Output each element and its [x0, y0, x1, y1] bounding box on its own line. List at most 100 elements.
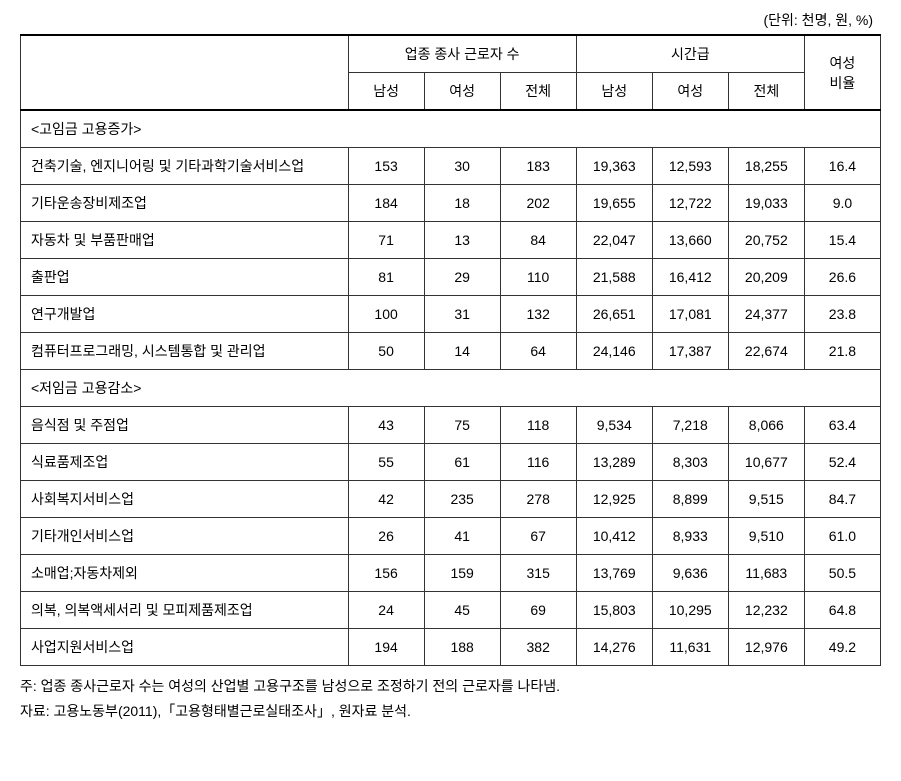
table-row: 식료품제조업556111613,2898,30310,67752.4	[21, 444, 881, 481]
cell-value: 8,933	[652, 518, 728, 555]
cell-value: 18	[424, 185, 500, 222]
cell-value: 42	[348, 481, 424, 518]
cell-value: 24,377	[728, 296, 804, 333]
table-header: 업종 종사 근로자 수 시간급 여성비율 남성 여성 전체 남성 여성 전체	[21, 35, 881, 110]
cell-value: 17,081	[652, 296, 728, 333]
cell-value: 235	[424, 481, 500, 518]
cell-value: 156	[348, 555, 424, 592]
cell-value: 67	[500, 518, 576, 555]
cell-value: 21.8	[804, 333, 880, 370]
cell-value: 8,066	[728, 407, 804, 444]
note-line: 주: 업종 종사근로자 수는 여성의 산업별 고용구조를 남성으로 조정하기 전…	[20, 674, 881, 699]
cell-value: 14	[424, 333, 500, 370]
cell-value: 17,387	[652, 333, 728, 370]
cell-value: 24,146	[576, 333, 652, 370]
cell-value: 19,655	[576, 185, 652, 222]
cell-value: 12,925	[576, 481, 652, 518]
table-row: 컴퓨터프로그래밍, 시스템통합 및 관리업50146424,14617,3872…	[21, 333, 881, 370]
cell-value: 159	[424, 555, 500, 592]
cell-value: 13	[424, 222, 500, 259]
cell-value: 63.4	[804, 407, 880, 444]
row-label: 식료품제조업	[21, 444, 349, 481]
cell-value: 31	[424, 296, 500, 333]
header-workers-male: 남성	[348, 73, 424, 111]
section-header: <고임금 고용증가>	[21, 110, 881, 148]
cell-value: 202	[500, 185, 576, 222]
cell-value: 16.4	[804, 148, 880, 185]
cell-value: 7,218	[652, 407, 728, 444]
cell-value: 11,683	[728, 555, 804, 592]
cell-value: 9.0	[804, 185, 880, 222]
cell-value: 23.8	[804, 296, 880, 333]
header-wage-total: 전체	[728, 73, 804, 111]
unit-label: (단위: 천명, 원, %)	[20, 10, 881, 30]
cell-value: 9,515	[728, 481, 804, 518]
header-wage-male: 남성	[576, 73, 652, 111]
cell-value: 30	[424, 148, 500, 185]
cell-value: 29	[424, 259, 500, 296]
header-group-wage: 시간급	[576, 35, 804, 73]
header-workers-female: 여성	[424, 73, 500, 111]
section-header: <저임금 고용감소>	[21, 370, 881, 407]
note-line: 자료: 고용노동부(2011),「고용형태별근로실태조사」, 원자료 분석.	[20, 699, 881, 724]
cell-value: 64	[500, 333, 576, 370]
cell-value: 26,651	[576, 296, 652, 333]
cell-value: 183	[500, 148, 576, 185]
cell-value: 12,722	[652, 185, 728, 222]
cell-value: 50.5	[804, 555, 880, 592]
cell-value: 19,033	[728, 185, 804, 222]
cell-value: 20,752	[728, 222, 804, 259]
cell-value: 14,276	[576, 629, 652, 666]
cell-value: 15,803	[576, 592, 652, 629]
header-blank	[21, 35, 349, 110]
header-ratio: 여성비율	[804, 35, 880, 110]
cell-value: 9,534	[576, 407, 652, 444]
cell-value: 61	[424, 444, 500, 481]
cell-value: 118	[500, 407, 576, 444]
cell-value: 278	[500, 481, 576, 518]
cell-value: 16,412	[652, 259, 728, 296]
row-label: 연구개발업	[21, 296, 349, 333]
cell-value: 84.7	[804, 481, 880, 518]
cell-value: 13,289	[576, 444, 652, 481]
header-wage-female: 여성	[652, 73, 728, 111]
row-label: 기타개인서비스업	[21, 518, 349, 555]
header-group-workers: 업종 종사 근로자 수	[348, 35, 576, 73]
table-row: 연구개발업1003113226,65117,08124,37723.8	[21, 296, 881, 333]
cell-value: 22,047	[576, 222, 652, 259]
cell-value: 71	[348, 222, 424, 259]
cell-value: 12,976	[728, 629, 804, 666]
cell-value: 8,303	[652, 444, 728, 481]
cell-value: 10,295	[652, 592, 728, 629]
cell-value: 24	[348, 592, 424, 629]
cell-value: 9,636	[652, 555, 728, 592]
row-label: 컴퓨터프로그래밍, 시스템통합 및 관리업	[21, 333, 349, 370]
cell-value: 315	[500, 555, 576, 592]
cell-value: 52.4	[804, 444, 880, 481]
table-row: 사회복지서비스업4223527812,9258,8999,51584.7	[21, 481, 881, 518]
cell-value: 64.8	[804, 592, 880, 629]
cell-value: 13,660	[652, 222, 728, 259]
table-row: 음식점 및 주점업43751189,5347,2188,06663.4	[21, 407, 881, 444]
table-notes: 주: 업종 종사근로자 수는 여성의 산업별 고용구조를 남성으로 조정하기 전…	[20, 674, 881, 724]
table-body: <고임금 고용증가>건축기술, 엔지니어링 및 기타과학기술서비스업153301…	[21, 110, 881, 666]
row-label: 의복, 의복액세서리 및 모피제품제조업	[21, 592, 349, 629]
cell-value: 69	[500, 592, 576, 629]
row-label: 음식점 및 주점업	[21, 407, 349, 444]
cell-value: 45	[424, 592, 500, 629]
row-label: 자동차 및 부품판매업	[21, 222, 349, 259]
cell-value: 194	[348, 629, 424, 666]
cell-value: 61.0	[804, 518, 880, 555]
cell-value: 15.4	[804, 222, 880, 259]
row-label: 사업지원서비스업	[21, 629, 349, 666]
cell-value: 132	[500, 296, 576, 333]
cell-value: 20,209	[728, 259, 804, 296]
cell-value: 116	[500, 444, 576, 481]
cell-value: 84	[500, 222, 576, 259]
cell-value: 11,631	[652, 629, 728, 666]
cell-value: 22,674	[728, 333, 804, 370]
row-label: 기타운송장비제조업	[21, 185, 349, 222]
cell-value: 19,363	[576, 148, 652, 185]
cell-value: 9,510	[728, 518, 804, 555]
table-row: 건축기술, 엔지니어링 및 기타과학기술서비스업1533018319,36312…	[21, 148, 881, 185]
